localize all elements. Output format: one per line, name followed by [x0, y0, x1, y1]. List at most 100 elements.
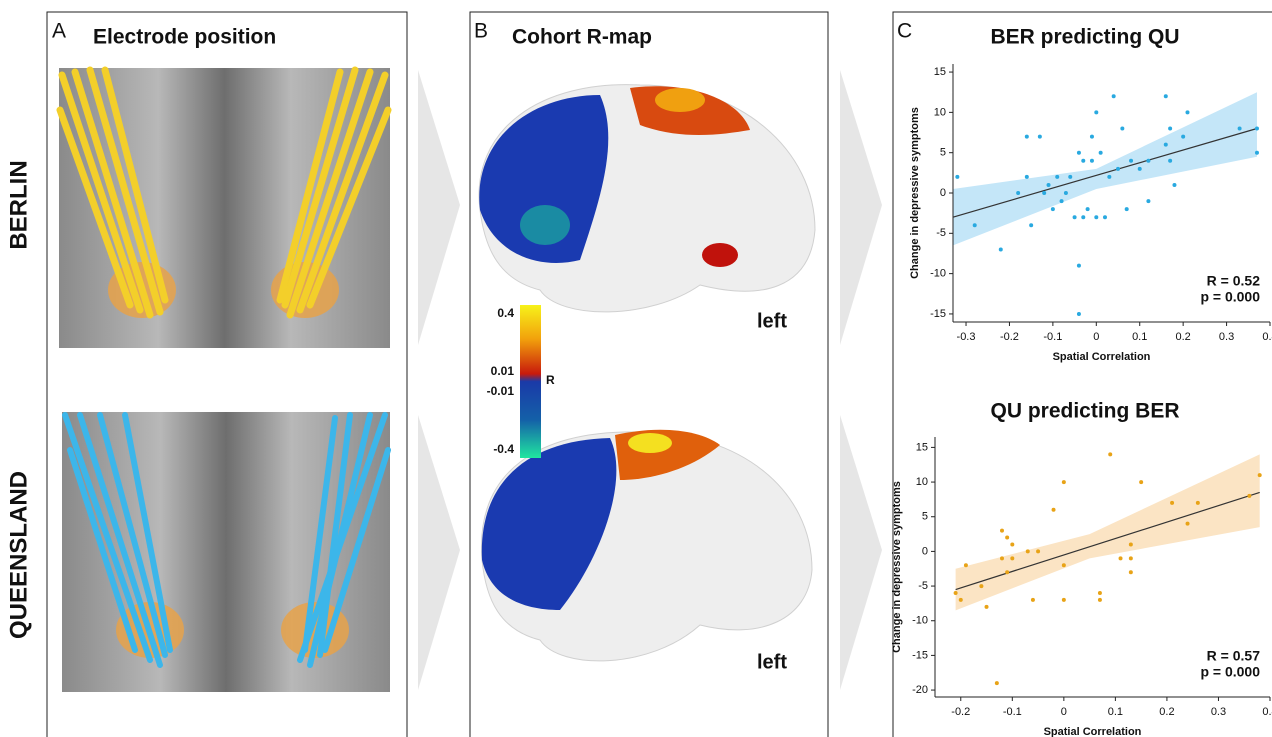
- data-point: [955, 174, 960, 179]
- data-point: [1061, 480, 1066, 485]
- x-tick-label: 0: [1061, 706, 1067, 718]
- y-axis-label: Change in depressive symptoms: [909, 107, 921, 279]
- hemisphere-label: left: [757, 651, 787, 673]
- x-tick-label: -0.1: [1043, 331, 1062, 343]
- data-point: [1037, 134, 1042, 139]
- x-tick-label: 0.4: [1262, 706, 1272, 718]
- colorbar-label: R: [546, 373, 555, 387]
- panel-letter: A: [52, 20, 66, 43]
- data-point: [1024, 174, 1029, 179]
- data-point: [1029, 223, 1034, 228]
- y-tick-label: 5: [922, 511, 928, 523]
- x-axis-label: Spatial Correlation: [1053, 351, 1151, 363]
- y-tick-label: 5: [940, 147, 946, 159]
- data-point: [1163, 94, 1168, 99]
- arrow: [840, 415, 882, 690]
- data-point: [1128, 542, 1133, 547]
- data-point: [1257, 473, 1262, 478]
- data-point: [1063, 191, 1068, 195]
- data-point: [1118, 556, 1123, 561]
- data-point: [1168, 158, 1173, 163]
- row-label: QUEENSLAND: [5, 471, 32, 639]
- data-point: [1094, 110, 1099, 115]
- data-point: [1185, 521, 1190, 526]
- data-point: [1185, 110, 1190, 115]
- electrode-image: [62, 412, 391, 692]
- data-point: [1097, 597, 1102, 602]
- data-point: [1102, 215, 1107, 220]
- data-point: [972, 223, 977, 228]
- x-tick-label: -0.3: [957, 331, 976, 343]
- electrode-image: [56, 66, 392, 348]
- y-tick-label: -5: [918, 580, 928, 592]
- data-point: [1254, 126, 1259, 131]
- x-tick-label: 0.2: [1176, 331, 1191, 343]
- data-point: [1051, 507, 1056, 512]
- data-point: [1000, 556, 1004, 561]
- data-point: [1076, 150, 1081, 155]
- x-tick-label: 0: [1093, 331, 1099, 343]
- confidence-band: [953, 92, 1257, 246]
- y-tick-label: -10: [912, 615, 928, 627]
- colorbar-tick: 0.01: [491, 364, 515, 378]
- data-point: [1170, 500, 1175, 505]
- arrow: [840, 70, 882, 345]
- data-point: [1081, 215, 1086, 220]
- data-point: [1055, 174, 1060, 179]
- data-point: [1050, 207, 1055, 212]
- fit-line: [955, 491, 1260, 591]
- data-point: [1010, 542, 1015, 547]
- data-point: [1108, 452, 1113, 457]
- data-point: [1195, 500, 1200, 505]
- stat-annotation: R = 0.52: [1207, 273, 1261, 289]
- y-tick-label: -15: [912, 649, 928, 661]
- x-tick-label: 0.1: [1132, 331, 1147, 343]
- data-point: [1081, 158, 1086, 163]
- colorbar: [520, 305, 541, 458]
- y-tick-label: 0: [940, 187, 946, 199]
- panel-frame: [892, 11, 1272, 737]
- y-tick-label: 10: [934, 106, 946, 118]
- data-point: [1046, 182, 1051, 187]
- fit-line: [952, 127, 1258, 218]
- arrow: [418, 415, 460, 690]
- data-point: [1072, 215, 1077, 220]
- brain-render: [478, 84, 816, 313]
- data-point: [1005, 570, 1010, 575]
- data-point: [1137, 166, 1142, 171]
- data-point: [1146, 199, 1151, 204]
- x-tick-label: -0.2: [1000, 331, 1019, 343]
- colorbar-tick: -0.4: [493, 442, 514, 456]
- data-point: [1059, 199, 1064, 204]
- data-point: [953, 591, 958, 595]
- hemisphere-label: left: [757, 310, 787, 332]
- data-point: [1128, 556, 1133, 561]
- panel-letter: B: [474, 20, 488, 43]
- colorbar-tick: 0.4: [497, 306, 514, 320]
- y-tick-label: 10: [916, 476, 928, 488]
- x-axis-label: Spatial Correlation: [1044, 726, 1142, 737]
- x-tick-label: 0.2: [1159, 706, 1174, 718]
- data-point: [1128, 570, 1133, 575]
- data-point: [984, 604, 989, 609]
- data-point: [1042, 191, 1047, 195]
- data-point: [1247, 493, 1252, 498]
- y-tick-label: -20: [912, 684, 928, 696]
- data-point: [1163, 142, 1168, 147]
- data-point: [1061, 563, 1066, 568]
- stat-annotation: p = 0.000: [1200, 664, 1260, 680]
- data-point: [1016, 191, 1021, 195]
- x-tick-label: -0.2: [951, 706, 970, 718]
- chart-title: BER predicting QU: [990, 26, 1179, 49]
- panel-letter: C: [897, 20, 912, 43]
- x-tick-label: 0.3: [1211, 706, 1226, 718]
- data-point: [963, 563, 968, 568]
- data-point: [1030, 597, 1035, 602]
- panel-title: Electrode position: [93, 26, 276, 49]
- data-point: [1089, 134, 1094, 139]
- x-tick-label: -0.1: [1003, 706, 1022, 718]
- data-point: [1254, 150, 1259, 155]
- panel-title: Cohort R-map: [512, 26, 652, 49]
- data-point: [994, 681, 999, 686]
